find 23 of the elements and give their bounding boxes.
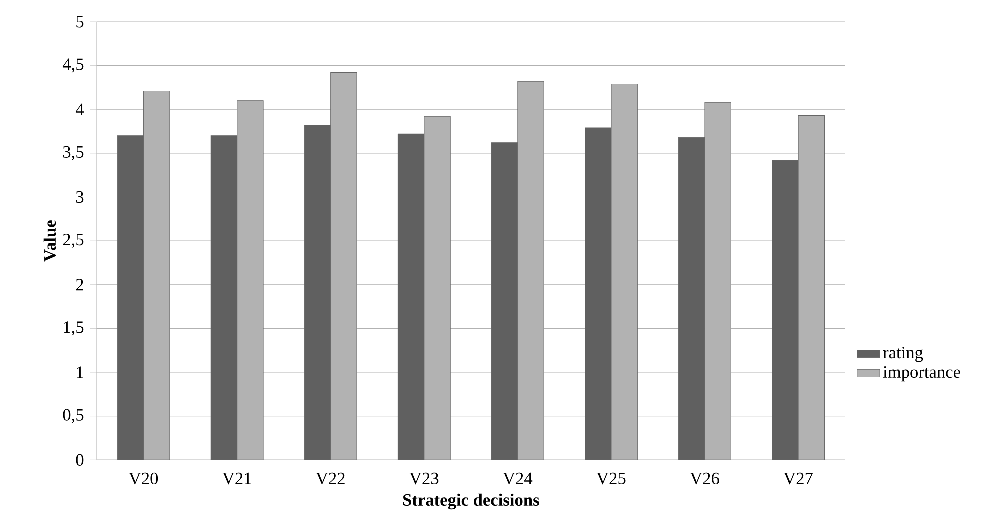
y-tick-label: 2 xyxy=(76,279,84,291)
y-tick-label: 4,5 xyxy=(62,58,84,73)
y-tick-label: 1,5 xyxy=(64,322,84,336)
x-tick-label: V22 xyxy=(316,472,345,485)
y-tick-label: 2,5 xyxy=(63,234,84,248)
y-tick-label: 4 xyxy=(76,104,84,116)
x-axis-title: Strategic decisions xyxy=(403,494,540,510)
y-tick-label: 5 xyxy=(76,16,84,28)
y-tick-label: 3,5 xyxy=(63,146,84,160)
legend-label: rating xyxy=(883,346,924,362)
x-tick-label: V27 xyxy=(784,472,813,485)
x-tick-label: V26 xyxy=(690,472,720,485)
y-tick-label: 1 xyxy=(77,366,84,378)
y-axis-title: Value xyxy=(44,220,56,262)
y-tick-label: 0,5 xyxy=(63,409,84,424)
x-tick-label: V24 xyxy=(503,472,533,485)
x-tick-label: V23 xyxy=(410,472,439,485)
y-tick-label: 0 xyxy=(76,454,84,466)
y-tick-label: 3 xyxy=(76,191,84,203)
x-tick-label: V21 xyxy=(222,472,252,485)
legend-label: importance xyxy=(883,366,960,382)
x-tick-label: V20 xyxy=(129,472,158,485)
x-tick-label: V25 xyxy=(596,472,626,485)
